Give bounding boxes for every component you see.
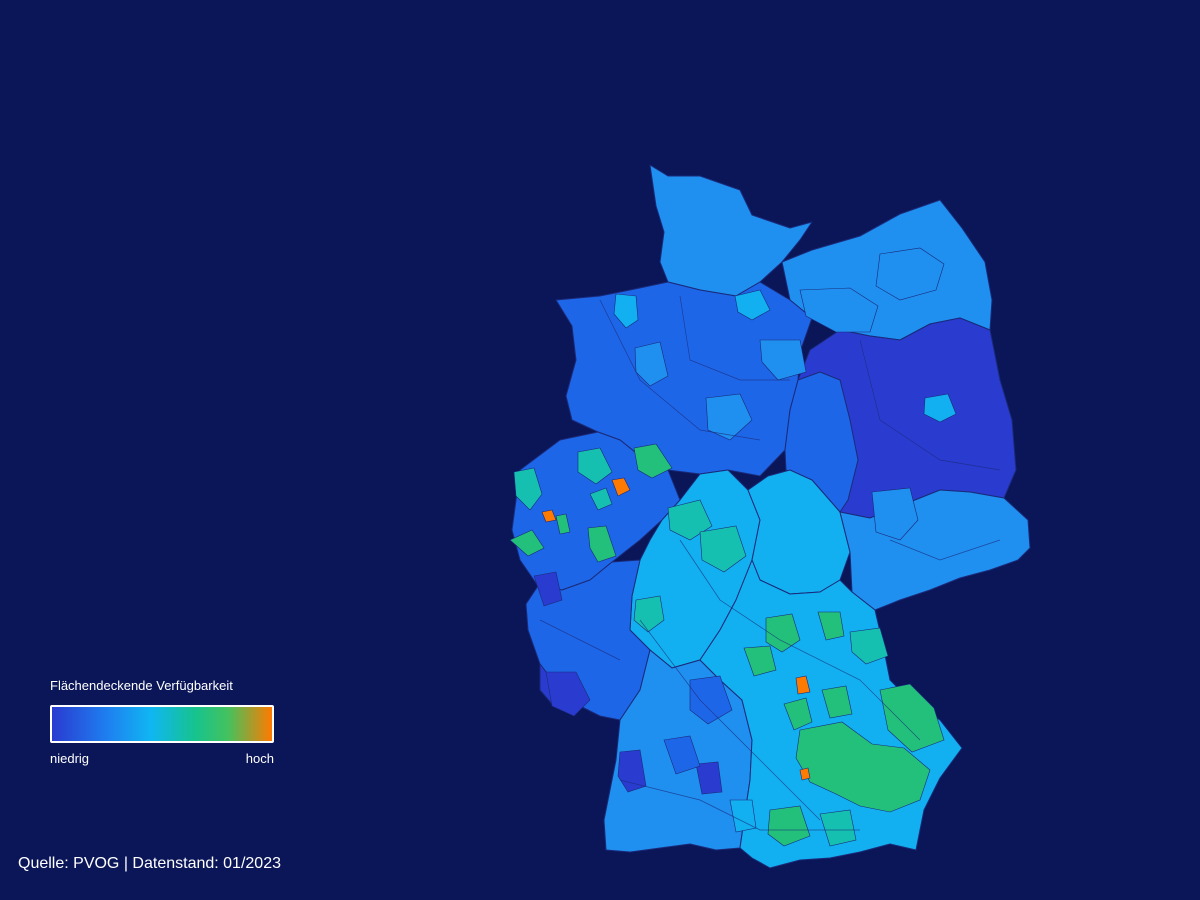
district-patch [513,467,543,511]
district-patch [871,487,919,541]
region-sachsen-anhalt[interactable] [784,371,859,513]
district-patch [541,509,557,523]
district-patch [699,525,747,573]
district-patch [634,341,669,387]
district-patch [555,513,571,535]
district-patch [663,735,701,775]
district-border [859,339,1001,471]
district-patch [577,447,613,485]
district-patch [879,683,945,753]
district-patch [923,393,957,423]
district-patch [705,393,753,441]
district-border [679,539,921,741]
district-border [619,779,860,831]
district-patch [875,247,945,301]
district-patch [783,697,813,731]
legend-labels: niedrig hoch [50,751,274,766]
district-patch [795,675,811,695]
region-nrw[interactable] [511,431,681,591]
district-patch [533,571,563,607]
district-patch [819,809,857,847]
district-patch [849,627,889,665]
district-patch [799,767,811,781]
district-patch [689,675,733,725]
district-patch [821,685,853,719]
legend-title: Flächendeckende Verfügbarkeit [50,678,233,693]
district-patch [743,645,777,677]
district-patch [613,293,639,329]
district-border [639,619,821,821]
district-patch [587,525,617,563]
district-patch [817,611,845,641]
district-patch [695,761,723,795]
district-patch [633,443,673,479]
legend-high-label: hoch [245,751,274,766]
district-patch [545,671,591,717]
district-patch [759,339,807,381]
district-patch [589,487,613,511]
district-border [679,295,790,381]
map-legend: Flächendeckende Verfügbarkeit niedrig ho… [50,678,276,766]
legend-color-scale [50,705,274,743]
district-patch [765,613,801,653]
district-patch [633,595,665,633]
district-patch [799,287,879,333]
district-border [889,539,1001,561]
district-border [539,619,621,661]
district-patch [509,529,545,557]
legend-low-label: niedrig [50,751,90,766]
source-note: Quelle: PVOG | Datenstand: 01/2023 [18,855,281,872]
district-patch [611,477,631,497]
district-patch [734,289,771,321]
district-border [599,299,761,441]
